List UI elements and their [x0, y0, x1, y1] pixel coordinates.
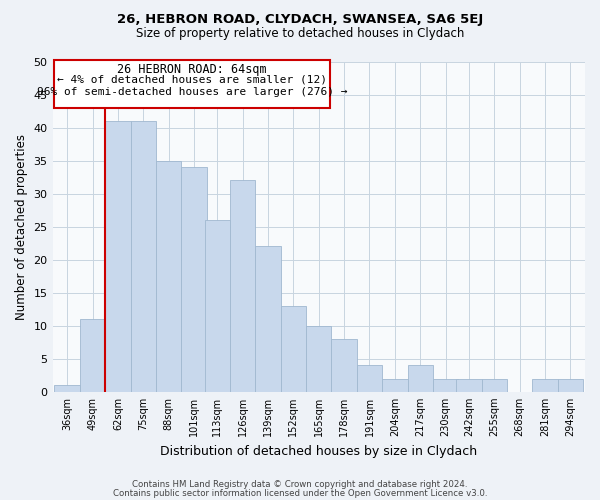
Y-axis label: Number of detached properties: Number of detached properties: [15, 134, 28, 320]
Bar: [80, 319, 105, 392]
Bar: [256, 246, 281, 392]
Bar: [433, 378, 458, 392]
FancyBboxPatch shape: [53, 60, 331, 108]
Bar: [532, 378, 557, 392]
Text: Contains public sector information licensed under the Open Government Licence v3: Contains public sector information licen…: [113, 489, 487, 498]
Text: 26 HEBRON ROAD: 64sqm: 26 HEBRON ROAD: 64sqm: [117, 63, 267, 76]
Bar: [230, 180, 256, 392]
Bar: [205, 220, 230, 392]
Bar: [131, 121, 156, 392]
Bar: [331, 339, 357, 392]
Bar: [105, 121, 131, 392]
Text: 96% of semi-detached houses are larger (276) →: 96% of semi-detached houses are larger (…: [37, 86, 347, 97]
Text: ← 4% of detached houses are smaller (12): ← 4% of detached houses are smaller (12): [57, 74, 327, 85]
Text: 26, HEBRON ROAD, CLYDACH, SWANSEA, SA6 5EJ: 26, HEBRON ROAD, CLYDACH, SWANSEA, SA6 5…: [117, 12, 483, 26]
Text: Contains HM Land Registry data © Crown copyright and database right 2024.: Contains HM Land Registry data © Crown c…: [132, 480, 468, 489]
Bar: [482, 378, 507, 392]
Bar: [181, 167, 206, 392]
Text: Size of property relative to detached houses in Clydach: Size of property relative to detached ho…: [136, 28, 464, 40]
Bar: [407, 366, 433, 392]
Bar: [456, 378, 482, 392]
Bar: [55, 385, 80, 392]
X-axis label: Distribution of detached houses by size in Clydach: Distribution of detached houses by size …: [160, 444, 478, 458]
Bar: [557, 378, 583, 392]
Bar: [357, 366, 382, 392]
Bar: [306, 326, 331, 392]
Bar: [281, 306, 306, 392]
Bar: [382, 378, 407, 392]
Bar: [156, 160, 181, 392]
